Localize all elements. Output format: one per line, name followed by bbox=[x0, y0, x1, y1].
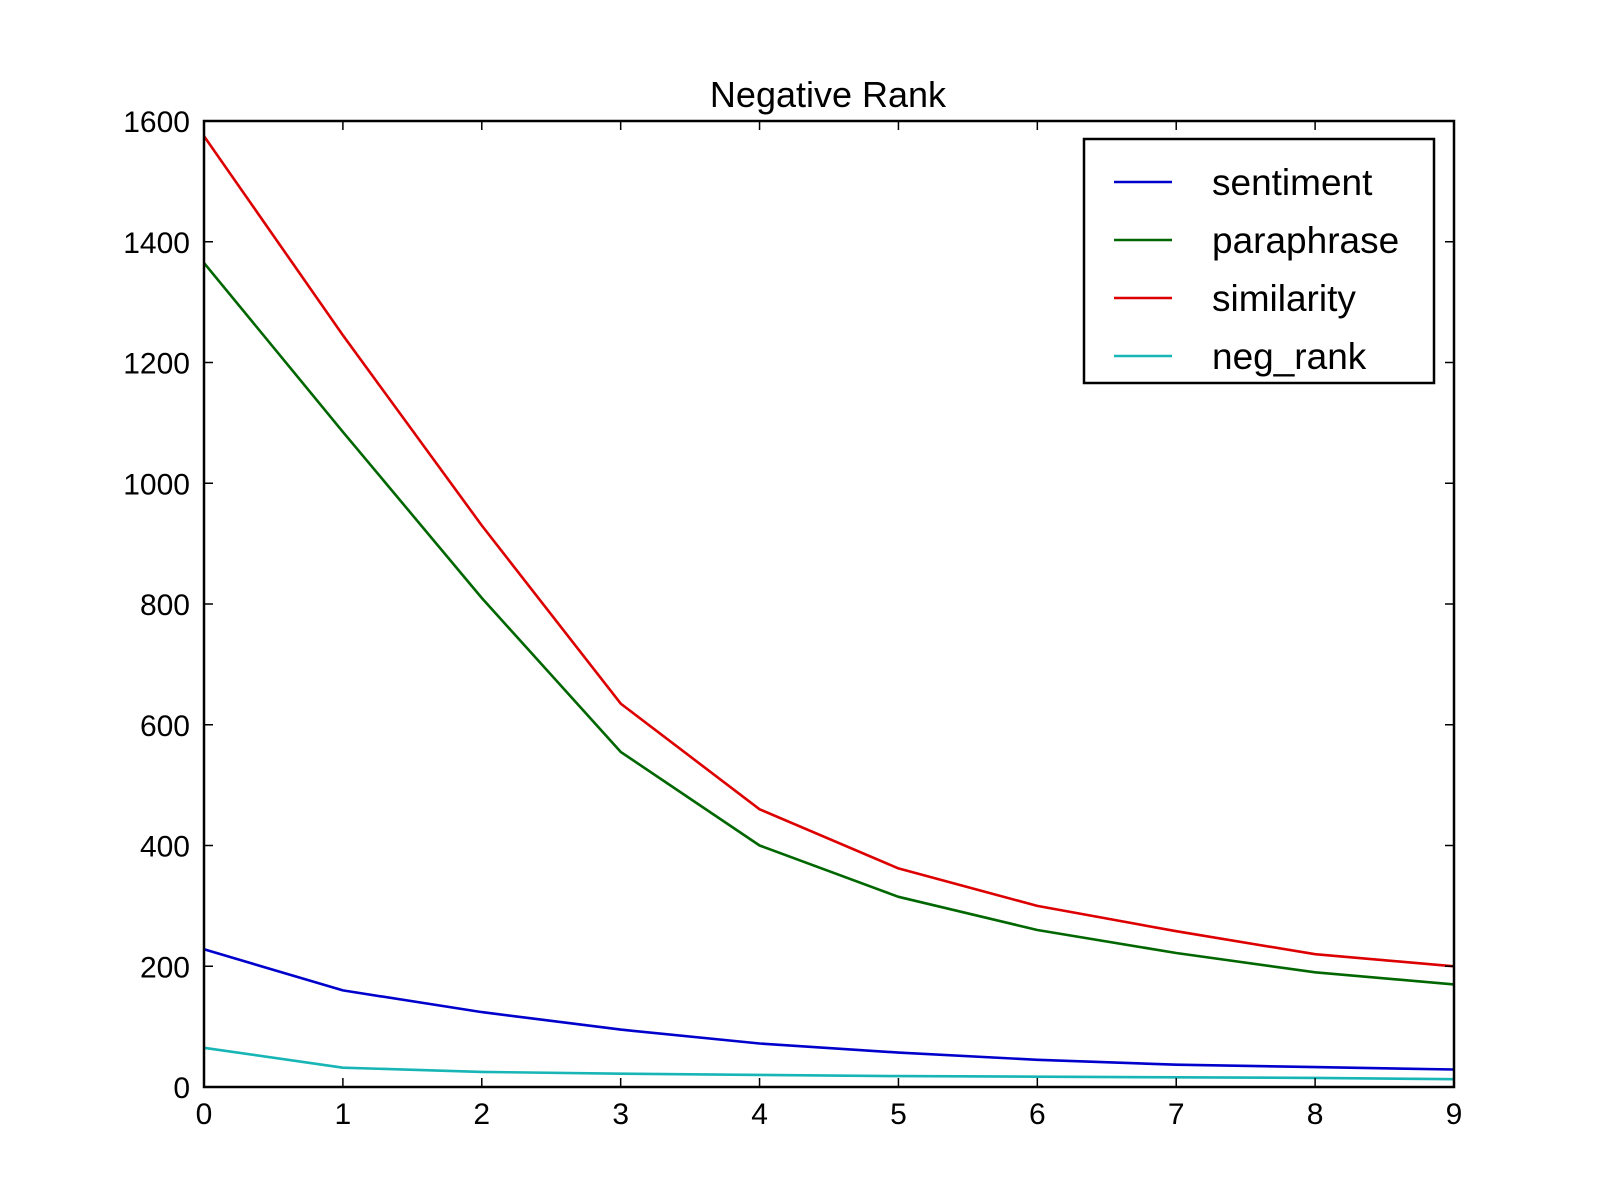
y-tick-label: 1000 bbox=[123, 468, 190, 501]
x-tick-label: 4 bbox=[751, 1098, 768, 1131]
x-tick-label: 6 bbox=[1029, 1098, 1046, 1131]
series-layer bbox=[202, 135, 1455, 1081]
x-tick-label: 8 bbox=[1307, 1098, 1324, 1131]
x-tick-label: 5 bbox=[890, 1098, 907, 1131]
legend-label-similarity: similarity bbox=[1212, 278, 1356, 319]
series-line-neg_rank bbox=[203, 1046, 1455, 1081]
y-tick-label: 0 bbox=[173, 1072, 190, 1105]
x-tick-label: 3 bbox=[612, 1098, 629, 1131]
ticks-layer: 0 1 2 3 4 5 6 7 8 9 0 200 400 600 800 1000 1200 1400 1600 bbox=[123, 106, 1462, 1131]
legend-label-neg_rank: neg_rank bbox=[1212, 336, 1367, 377]
y-tick-label: 1400 bbox=[123, 227, 190, 260]
y-tick-label: 400 bbox=[140, 831, 190, 864]
y-tick-label: 1600 bbox=[123, 106, 190, 139]
series-line-paraphrase bbox=[202, 262, 1455, 986]
series-line-sentiment bbox=[203, 948, 1455, 1071]
chart-title: Negative Rank bbox=[710, 74, 947, 115]
x-tick-label: 2 bbox=[473, 1098, 490, 1131]
plot-frame bbox=[202, 119, 1456, 1089]
y-tick-label: 1200 bbox=[123, 348, 190, 381]
x-tick-label: 0 bbox=[196, 1098, 213, 1131]
legend: sentiment paraphrase similarity neg_rank bbox=[1082, 137, 1436, 385]
x-tick-label: 9 bbox=[1446, 1098, 1463, 1131]
x-tick-label: 1 bbox=[335, 1098, 352, 1131]
legend-label-paraphrase: paraphrase bbox=[1212, 220, 1399, 261]
x-tick-label: 7 bbox=[1168, 1098, 1185, 1131]
legend-label-sentiment: sentiment bbox=[1212, 162, 1373, 203]
legend-box bbox=[1082, 137, 1436, 385]
y-tick-label: 800 bbox=[140, 589, 190, 622]
y-tick-label: 600 bbox=[140, 710, 190, 743]
y-tick-label: 200 bbox=[140, 951, 190, 984]
series-line-similarity bbox=[202, 135, 1455, 968]
